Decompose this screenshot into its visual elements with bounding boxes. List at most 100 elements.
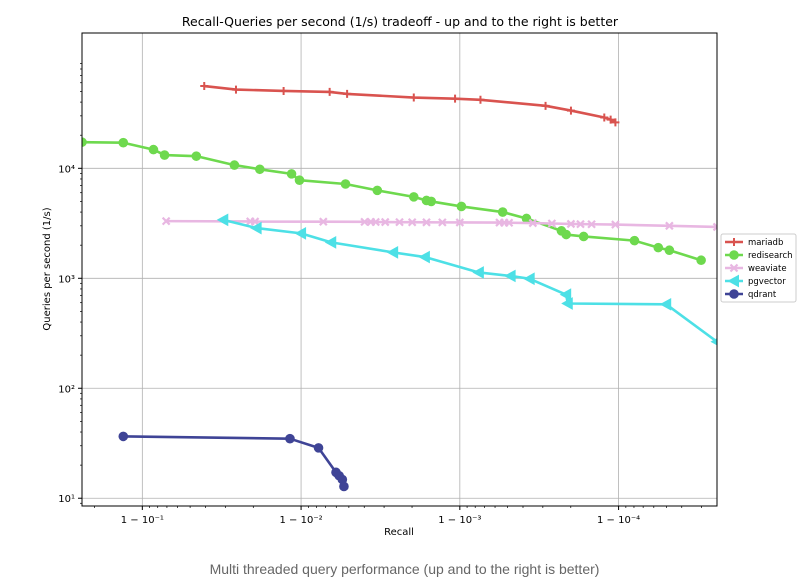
- data-point-qdrant: [285, 433, 295, 444]
- legend-label: redisearch: [748, 251, 793, 261]
- data-point-weaviate: [547, 219, 557, 228]
- data-point-mariadb: [600, 113, 609, 122]
- data-point-weaviate: [665, 221, 674, 231]
- data-point-weaviate: [587, 219, 596, 229]
- data-point-weaviate: [566, 219, 576, 229]
- legend-label: qdrant: [748, 290, 777, 300]
- data-point-mariadb: [541, 101, 550, 110]
- data-point-pgvector: [324, 236, 337, 249]
- series-line-pgvector: [222, 218, 717, 343]
- x-tick-label: 1 − 10⁻²: [280, 515, 323, 526]
- data-point-weaviate: [712, 222, 717, 232]
- legend[interactable]: mariadb redisearch weaviate pgvector qdrant: [720, 233, 797, 303]
- series-line-qdrant: [123, 435, 346, 487]
- legend-marker: [727, 274, 739, 288]
- data-point-pgvector: [523, 272, 535, 286]
- data-point-pgvector: [559, 288, 572, 301]
- data-point-redisearch: [408, 192, 419, 202]
- x-axis-label: Recall: [384, 527, 414, 538]
- data-point-mariadb: [451, 94, 460, 103]
- data-point-redisearch: [254, 164, 265, 175]
- data-point-redisearch: [229, 160, 240, 170]
- data-point-weaviate: [611, 220, 620, 229]
- data-point-weaviate: [438, 218, 447, 227]
- data-point-redisearch: [191, 151, 202, 161]
- y-axis-label: Queries per second (1/s): [42, 207, 53, 330]
- data-point-redisearch: [521, 213, 532, 224]
- series-line-weaviate: [166, 219, 717, 229]
- data-point-weaviate: [504, 218, 514, 228]
- data-point-pgvector: [472, 266, 484, 279]
- grid: [82, 33, 717, 506]
- data-point-redisearch: [497, 207, 508, 217]
- data-point-weaviate: [161, 216, 171, 226]
- legend-label: weaviate: [748, 264, 787, 274]
- data-point-weaviate: [360, 217, 369, 227]
- series-redisearch: [82, 137, 706, 266]
- data-point-qdrant: [339, 481, 349, 492]
- data-point-weaviate: [528, 218, 538, 228]
- data-point-pgvector: [504, 269, 516, 283]
- data-point-mariadb: [200, 82, 209, 91]
- data-point-pgvector: [216, 213, 229, 227]
- series-qdrant: [118, 431, 349, 492]
- data-point-weaviate: [250, 217, 260, 226]
- legend-marker: [730, 238, 738, 246]
- series-weaviate: [161, 216, 717, 232]
- data-point-mariadb: [325, 87, 334, 96]
- data-point-redisearch: [561, 229, 571, 240]
- data-point-weaviate: [371, 217, 380, 227]
- data-point-mariadb: [476, 95, 485, 104]
- data-point-weaviate: [319, 217, 328, 226]
- data-point-redisearch: [426, 196, 437, 207]
- legend-item-mariadb[interactable]: mariadb: [725, 238, 783, 248]
- legend-box: [720, 233, 797, 303]
- legend-item-qdrant[interactable]: qdrant: [725, 289, 777, 300]
- data-point-weaviate: [407, 217, 417, 227]
- data-point-redisearch: [148, 144, 159, 155]
- data-point-redisearch: [696, 255, 706, 266]
- data-point-redisearch: [340, 179, 351, 189]
- series-line-redisearch: [82, 140, 702, 262]
- plot-frame: [81, 32, 718, 507]
- data-point-pgvector: [250, 221, 262, 235]
- y-tick-label: 10³: [58, 274, 75, 285]
- data-point-redisearch: [629, 235, 640, 246]
- series-line-mariadb: [204, 84, 617, 124]
- data-point-mariadb: [566, 106, 575, 115]
- legend-label: pgvector: [748, 277, 786, 287]
- y-tick-label: 10⁴: [58, 164, 75, 175]
- data-point-redisearch: [159, 150, 170, 160]
- legend-item-redisearch[interactable]: redisearch: [725, 250, 793, 261]
- series-pgvector: [216, 213, 717, 346]
- data-point-redisearch: [653, 242, 664, 253]
- data-point-redisearch: [372, 185, 383, 196]
- data-point-weaviate: [576, 219, 585, 229]
- y-tick-label: 10²: [58, 384, 75, 395]
- x-tick-label: 1 − 10⁻³: [438, 515, 481, 526]
- legend-marker: [729, 289, 739, 299]
- data-point-redisearch: [664, 245, 675, 256]
- figure-caption: Multi threaded query performance (up and…: [209, 561, 600, 577]
- data-point-mariadb: [611, 118, 620, 127]
- series-mariadb: [200, 82, 620, 127]
- data-point-pgvector: [561, 297, 573, 310]
- data-point-mariadb: [606, 115, 615, 124]
- data-point-qdrant: [313, 443, 324, 453]
- legend-marker: [729, 263, 739, 273]
- data-point-redisearch: [286, 169, 297, 179]
- legend-item-weaviate[interactable]: weaviate: [725, 263, 787, 274]
- data-point-weaviate: [455, 218, 465, 227]
- data-point-redisearch: [578, 231, 589, 242]
- data-point-redisearch: [118, 137, 129, 148]
- data-point-mariadb: [231, 85, 240, 94]
- legend-item-pgvector[interactable]: pgvector: [725, 274, 786, 288]
- legend-marker: [729, 250, 739, 260]
- data-point-weaviate: [422, 218, 431, 227]
- data-point-pgvector: [418, 250, 430, 264]
- data-point-mariadb: [279, 86, 288, 95]
- data-point-qdrant: [118, 431, 129, 442]
- data-point-weaviate: [380, 217, 390, 227]
- data-point-redisearch: [294, 175, 305, 185]
- axis-ticks: 1 − 10⁻¹ 1 − 10⁻² 1 − 10⁻³ 1 − 10⁻⁴ 10¹ 10² 10…: [58, 63, 702, 526]
